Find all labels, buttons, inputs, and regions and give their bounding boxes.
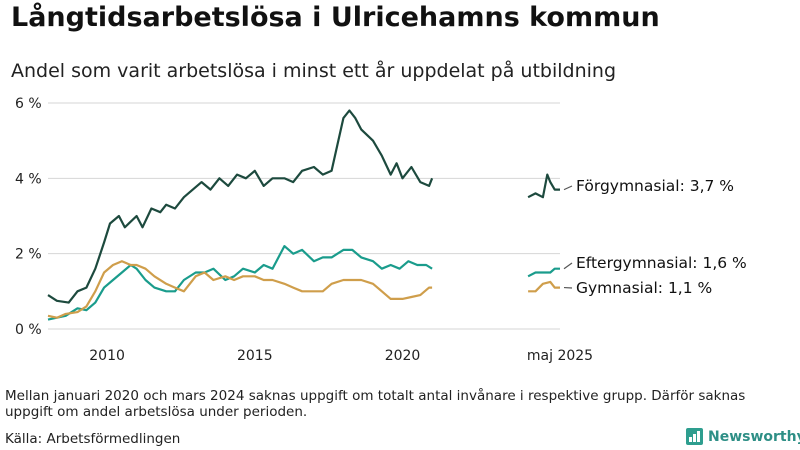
series-lines <box>47 109 560 321</box>
gridlines <box>48 102 560 330</box>
x-tick-label: maj 2025 <box>527 348 593 364</box>
y-tick-label: 4 % <box>15 171 42 187</box>
leader-line <box>563 262 573 270</box>
series-line-gymnasial-1 <box>528 280 560 293</box>
series-end-labels: Förgymnasial: 3,7 % Eftergymnasial: 1,6 %… <box>563 177 747 297</box>
x-tick-label: 2015 <box>237 348 273 364</box>
source-text: Källa: Arbetsförmedlingen <box>5 431 181 447</box>
leader-line <box>563 185 573 191</box>
y-tick-label: 6 % <box>15 96 42 112</box>
x-tick-label: 2020 <box>385 348 421 364</box>
y-axis-ticks: 0 % 2 % 4 % 6 % <box>15 96 42 338</box>
series-end-label-gymnasial: Gymnasial: 1,1 % <box>576 279 712 297</box>
brand-name: Newsworthy <box>708 428 800 445</box>
footnote: Mellan januari 2020 och mars 2024 saknas… <box>5 388 746 420</box>
chart-title: Långtidsarbetslösa i Ulricehamns kommun <box>11 2 660 33</box>
series-line-förgymnasial-1 <box>527 173 560 199</box>
series-end-label-eftergymnasial: Eftergymnasial: 1,6 % <box>576 254 747 272</box>
bar-chart-icon <box>686 428 703 445</box>
y-tick-label: 0 % <box>15 322 42 338</box>
chart-subtitle: Andel som varit arbetslösa i minst ett å… <box>11 60 617 82</box>
y-tick-label: 2 % <box>15 247 42 263</box>
x-axis-ticks: 2010 2015 2020 maj 2025 <box>89 348 593 364</box>
series-line-eftergymnasial-1 <box>527 267 560 278</box>
series-end-label-förgymnasial: Förgymnasial: 3,7 % <box>576 177 734 195</box>
series-line-förgymnasial-0 <box>47 109 434 304</box>
brand-logo: Newsworthy <box>686 428 800 445</box>
x-tick-label: 2010 <box>89 348 125 364</box>
series-line-gymnasial-0 <box>47 260 433 319</box>
series-line-eftergymnasial-0 <box>47 245 433 321</box>
